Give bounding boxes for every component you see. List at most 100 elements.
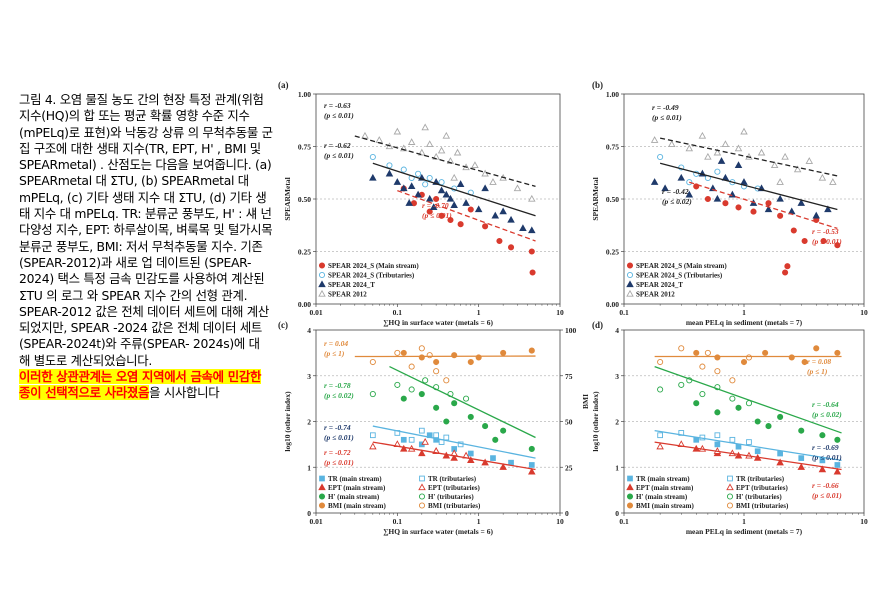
- legend-marker: [626, 271, 634, 279]
- series-spear-2024-t: [650, 157, 832, 219]
- data-point: [408, 386, 415, 393]
- y-axis-label: SPEARMetal: [591, 177, 600, 220]
- data-point: [704, 152, 712, 160]
- data-point: [713, 148, 722, 156]
- data-point: [777, 413, 784, 420]
- data-point: [369, 153, 376, 161]
- data-point: [425, 140, 434, 148]
- legend-entry: H' (main stream): [328, 493, 380, 501]
- data-point: [776, 194, 784, 202]
- caption-highlight: 이러한 상관관계는 오염 지역에서 금속에 민감한 종이 선택적으로 사라졌음: [19, 369, 262, 401]
- data-point: [456, 180, 465, 187]
- y2-tick-label: 25: [565, 463, 573, 472]
- data-point: [433, 432, 439, 439]
- data-point: [415, 170, 422, 177]
- x-tick-label: 10: [860, 308, 868, 317]
- data-point: [528, 467, 536, 475]
- data-point: [714, 354, 721, 361]
- correlation-annotation: r = -0.66: [812, 481, 839, 490]
- data-point: [492, 436, 499, 443]
- data-point: [819, 432, 826, 439]
- data-point: [481, 184, 489, 192]
- y-tick-label: 2: [615, 418, 619, 427]
- legend-entry: EPT (main stream): [328, 484, 386, 492]
- data-point: [386, 162, 393, 169]
- data-point: [740, 127, 748, 135]
- correlation-annotation: (p ≤ 0.01): [652, 113, 682, 122]
- data-point: [407, 182, 416, 190]
- data-point: [369, 358, 376, 366]
- legend-entry: SPEAR 2024_T: [328, 281, 375, 289]
- data-point: [714, 441, 721, 448]
- data-point: [482, 423, 489, 430]
- data-point: [685, 190, 694, 198]
- data-point: [489, 178, 497, 185]
- data-point: [418, 427, 425, 434]
- y-tick-label: 0.75: [606, 143, 619, 152]
- fit-line: [654, 430, 842, 462]
- data-point: [414, 190, 422, 198]
- data-point: [508, 459, 514, 466]
- data-point: [528, 248, 535, 255]
- data-point: [499, 463, 507, 470]
- data-point: [713, 194, 722, 202]
- legend-marker: [626, 502, 634, 509]
- fit-line: [689, 181, 838, 230]
- data-point: [685, 144, 694, 152]
- data-point: [421, 437, 429, 445]
- y-tick-label: 3: [615, 372, 619, 381]
- data-point: [467, 206, 474, 213]
- legend-entry: SPEAR 2024_S (Main stream): [328, 262, 419, 270]
- correlation-annotation: (p ≤ 0.01): [324, 458, 354, 467]
- data-point: [400, 184, 408, 192]
- y-tick-label: 0.50: [298, 195, 311, 204]
- data-point: [491, 211, 500, 219]
- data-point: [790, 227, 797, 234]
- data-point: [496, 237, 503, 245]
- data-point: [462, 199, 470, 206]
- data-point: [797, 199, 806, 206]
- data-point: [734, 144, 743, 152]
- data-point: [394, 349, 401, 356]
- figure-4: (a) 0.00 0.25 0.50 0.75 1.00 0.01 0.1 1 10 ∑HQ in …: [272, 72, 870, 542]
- data-point: [529, 269, 536, 276]
- data-point: [418, 345, 425, 352]
- data-point: [451, 400, 458, 407]
- data-point: [447, 216, 454, 224]
- y-tick-label: 1.00: [606, 90, 619, 99]
- data-point: [467, 358, 474, 366]
- data-point: [699, 363, 706, 370]
- correlation-annotation: r = -0.53: [812, 227, 839, 236]
- data-point: [824, 205, 832, 213]
- data-point: [442, 190, 451, 198]
- data-point: [369, 173, 377, 181]
- series-tr-main-stream-: [693, 436, 841, 468]
- legend-entry: BMI (main stream): [636, 502, 694, 510]
- correlation-annotation: r = -0.78: [324, 381, 351, 390]
- data-point: [394, 381, 401, 388]
- data-point: [451, 352, 458, 359]
- data-point: [400, 395, 407, 402]
- data-point: [369, 390, 376, 398]
- data-point: [450, 201, 458, 208]
- series-h-tributaries-: [657, 377, 753, 407]
- data-point: [693, 349, 700, 356]
- legend-entry: BMI (tributaries): [428, 502, 481, 510]
- data-point: [422, 377, 429, 384]
- legend-entry: SPEAR 2012: [328, 291, 367, 299]
- series-h-main-stream-: [693, 400, 841, 443]
- data-point: [734, 161, 743, 169]
- data-point: [467, 413, 474, 420]
- series-bmi-tributaries-: [369, 345, 450, 384]
- y-tick-label: 3: [307, 372, 311, 381]
- y-tick-label: 0.25: [606, 248, 619, 257]
- data-point: [499, 207, 507, 215]
- data-point: [765, 423, 772, 430]
- correlation-annotation: r = -0.62: [324, 141, 351, 150]
- data-point: [813, 345, 820, 352]
- data-point: [698, 131, 707, 139]
- correlation-annotation: r = 0.04: [324, 339, 348, 348]
- data-point: [507, 244, 515, 251]
- x-axis-label: ∑HQ in surface water (metals = 6): [383, 318, 493, 327]
- data-point: [429, 203, 438, 211]
